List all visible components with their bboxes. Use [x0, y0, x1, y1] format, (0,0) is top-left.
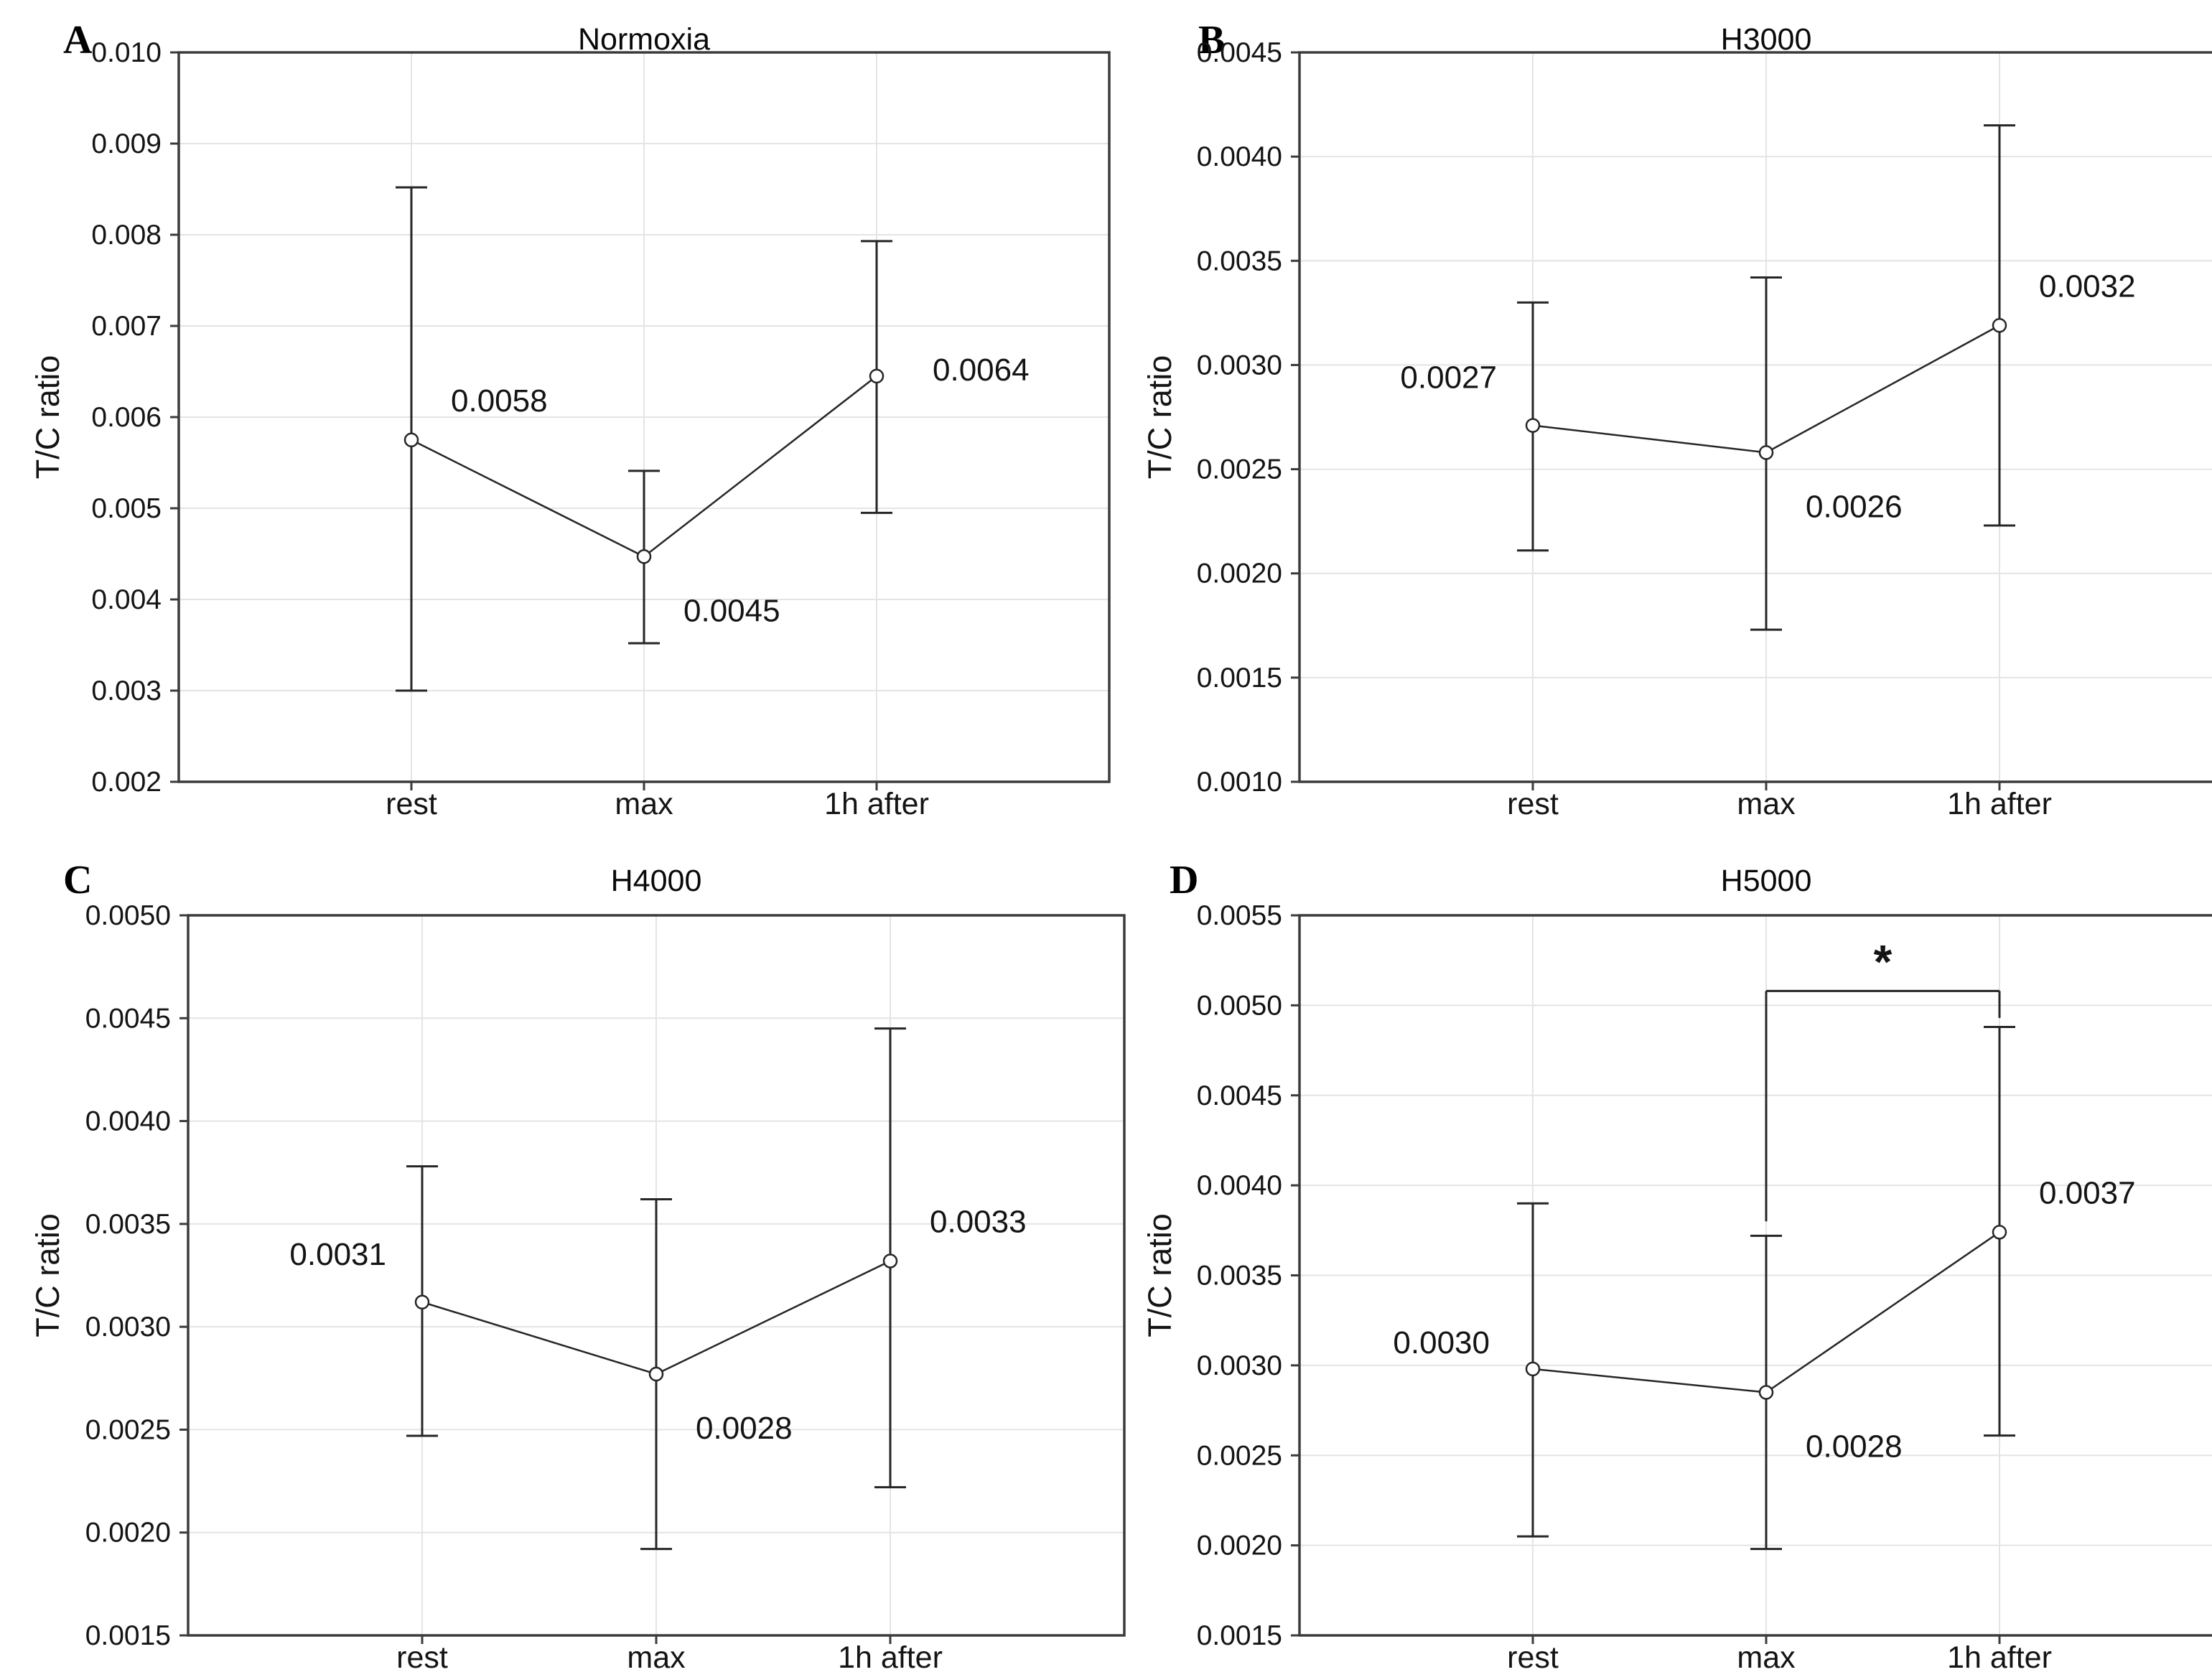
value-label: 0.0031	[289, 1237, 386, 1272]
data-point-marker	[403, 432, 419, 447]
y-tick-label: 0.0040	[1197, 1170, 1282, 1201]
data-point-marker	[869, 368, 885, 384]
panel-h3000: B H3000 0.0010 0.0015 0.0020 0.0025 0.0030 0.…	[1135, 11, 2212, 842]
plot-area: 0.0015 0.0020 0.0025 0.0030 0.0035 0.0040 0.00…	[29, 900, 1126, 1672]
y-tick-label: 0.003	[91, 676, 162, 706]
y-tick-label: 0.006	[91, 402, 162, 433]
x-tick-label: 1h after	[824, 787, 929, 821]
x-tick-label: 1h after	[1947, 787, 2052, 821]
y-tick-label: 0.0035	[1197, 246, 1282, 276]
axis-border	[1298, 914, 2212, 1637]
value-label: 0.0033	[930, 1204, 1027, 1239]
data-point-marker	[882, 1253, 898, 1269]
chart-title: H5000	[1720, 864, 1812, 898]
x-tick-label: rest	[386, 787, 437, 821]
panel-letter: A	[63, 18, 93, 62]
value-label: 0.0058	[451, 383, 548, 419]
value-label: 0.0064	[933, 352, 1030, 388]
y-tick-label: 0.0015	[1197, 663, 1282, 693]
y-tick-label: 0.0025	[1197, 454, 1282, 485]
y-tick-label: 0.004	[91, 584, 162, 615]
y-tick-label: 0.002	[91, 767, 162, 798]
value-label: 0.0026	[1806, 489, 1903, 524]
axis-border	[1298, 51, 2212, 783]
x-tick-label: 1h after	[1947, 1640, 2052, 1672]
x-tick-label: rest	[396, 1640, 448, 1672]
plot-area: 0.002 0.003 0.004 0.005 0.006 0.007 0.008 0.009…	[29, 37, 1111, 821]
chart-title: H4000	[610, 864, 702, 898]
y-tick-label: 0.0020	[85, 1518, 171, 1549]
x-tick-label: rest	[1507, 787, 1559, 821]
value-label: 0.0037	[2039, 1175, 2136, 1210]
data-point-marker	[1758, 445, 1774, 460]
data-point-marker	[648, 1366, 664, 1382]
y-tick-label: 0.0025	[85, 1414, 171, 1445]
y-tick-label: 0.0050	[85, 900, 171, 931]
axis-border	[177, 51, 1111, 783]
value-label: 0.0028	[1806, 1429, 1903, 1464]
y-tick-label: 0.0030	[1197, 1350, 1282, 1381]
data-point-marker	[1758, 1385, 1774, 1400]
y-tick-label: 0.0045	[1197, 37, 1282, 68]
y-tick-label: 0.005	[91, 493, 162, 524]
x-tick-label: 1h after	[838, 1640, 943, 1672]
panel-normoxia: A Normoxia 0.002 0.003 0.004 0.005 0.006 0.00…	[29, 11, 1134, 842]
panel-h4000: C H4000 0.0015 0.0020 0.0025 0.0030 0.0035 0.…	[29, 841, 1134, 1672]
y-tick-label: 0.010	[91, 37, 162, 68]
y-tick-label: 0.0030	[85, 1312, 171, 1342]
y-tick-label: 0.008	[91, 220, 162, 251]
axis-border	[187, 914, 1126, 1637]
data-point-marker	[1992, 318, 2007, 333]
y-tick-label: 0.0025	[1197, 1440, 1282, 1471]
chart-title: Normoxia	[578, 22, 710, 57]
panel-h5000: D H5000 0.0015 0.0020 0.0025 0.0030 0.0035 0.…	[1135, 841, 2212, 1672]
data-point-marker	[1525, 418, 1541, 433]
value-label: 0.0032	[2039, 268, 2136, 304]
y-tick-label: 0.0035	[1197, 1261, 1282, 1292]
y-axis-title: T/C ratio	[1142, 1213, 1178, 1337]
panel-letter: D	[1170, 858, 1199, 902]
value-label: 0.0030	[1393, 1325, 1490, 1360]
y-tick-label: 0.0010	[1197, 767, 1282, 798]
data-point-marker	[414, 1294, 430, 1310]
y-tick-label: 0.0020	[1197, 559, 1282, 589]
y-tick-label: 0.0040	[85, 1106, 171, 1137]
x-tick-label: max	[1737, 787, 1796, 821]
value-label: 0.0027	[1400, 360, 1497, 396]
y-tick-label: 0.0015	[85, 1620, 171, 1651]
plot-area: 0.0010 0.0015 0.0020 0.0025 0.0030 0.0035 0.00…	[1142, 37, 2212, 821]
y-tick-label: 0.0045	[1197, 1080, 1282, 1111]
y-tick-label: 0.009	[91, 129, 162, 159]
y-tick-label: 0.007	[91, 311, 162, 342]
y-axis-title: T/C ratio	[29, 355, 66, 480]
panel-letter: B	[1198, 18, 1226, 62]
data-point-marker	[1525, 1361, 1541, 1377]
y-tick-label: 0.0055	[1197, 900, 1282, 931]
y-tick-label: 0.0030	[1197, 350, 1282, 380]
value-label: 0.0045	[683, 593, 780, 628]
y-tick-label: 0.0020	[1197, 1531, 1282, 1561]
significance-asterisk: *	[1874, 935, 1893, 988]
plot-background	[1299, 52, 2212, 782]
y-axis-title: T/C ratio	[1142, 355, 1178, 480]
data-point-marker	[1992, 1225, 2007, 1240]
y-tick-label: 0.0040	[1197, 141, 1282, 172]
x-tick-label: max	[1737, 1640, 1796, 1672]
y-tick-label: 0.0045	[85, 1003, 171, 1034]
panel-letter: C	[63, 858, 93, 902]
value-label: 0.0028	[696, 1411, 793, 1446]
data-point-marker	[636, 549, 652, 564]
x-tick-label: max	[627, 1640, 686, 1672]
plot-area: 0.0015 0.0020 0.0025 0.0030 0.0035 0.0040 0.00…	[1142, 900, 2212, 1672]
y-axis-title: T/C ratio	[29, 1213, 66, 1337]
chart-title: H3000	[1720, 22, 1812, 57]
y-tick-label: 0.0015	[1197, 1620, 1282, 1651]
y-tick-label: 0.0035	[85, 1209, 171, 1240]
x-tick-label: max	[615, 787, 673, 821]
x-tick-label: rest	[1507, 1640, 1559, 1672]
y-tick-label: 0.0050	[1197, 990, 1282, 1021]
